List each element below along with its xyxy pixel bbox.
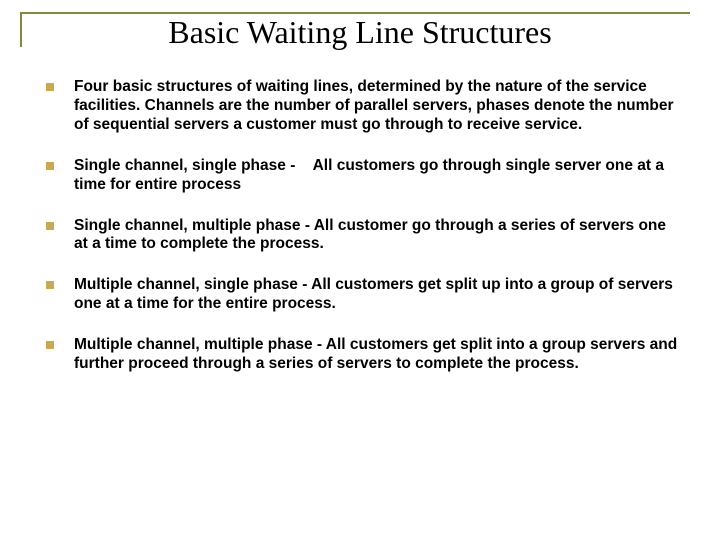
list-item: Single channel, single phase - All custo…: [46, 157, 680, 195]
list-item-lead: Multiple channel, single phase -: [74, 276, 307, 293]
slide: Basic Waiting Line Structures Four basic…: [0, 0, 720, 540]
square-bullet-icon: [46, 162, 54, 170]
list-item-text: Multiple channel, multiple phase - All c…: [74, 336, 680, 374]
list-item-lead: Multiple channel, multiple phase -: [74, 336, 322, 353]
square-bullet-icon: [46, 83, 54, 91]
list-item: Single channel, multiple phase - All cus…: [46, 217, 680, 255]
list-item-text: Four basic structures of waiting lines, …: [74, 78, 680, 135]
list-item-lead: Single channel, multiple phase -: [74, 217, 310, 234]
square-bullet-icon: [46, 341, 54, 349]
list-item: Multiple channel, single phase - All cus…: [46, 276, 680, 314]
list-item-rest: Four basic structures of waiting lines, …: [74, 78, 674, 133]
slide-title: Basic Waiting Line Structures: [0, 14, 720, 51]
square-bullet-icon: [46, 222, 54, 230]
list-item-lead: Single channel, single phase -: [74, 157, 295, 174]
list-item-text: Multiple channel, single phase - All cus…: [74, 276, 680, 314]
list-item-text: Single channel, single phase - All custo…: [74, 157, 680, 195]
list-item: Multiple channel, multiple phase - All c…: [46, 336, 680, 374]
slide-body: Four basic structures of waiting lines, …: [46, 78, 680, 396]
square-bullet-icon: [46, 281, 54, 289]
list-item: Four basic structures of waiting lines, …: [46, 78, 680, 135]
list-item-text: Single channel, multiple phase - All cus…: [74, 217, 680, 255]
